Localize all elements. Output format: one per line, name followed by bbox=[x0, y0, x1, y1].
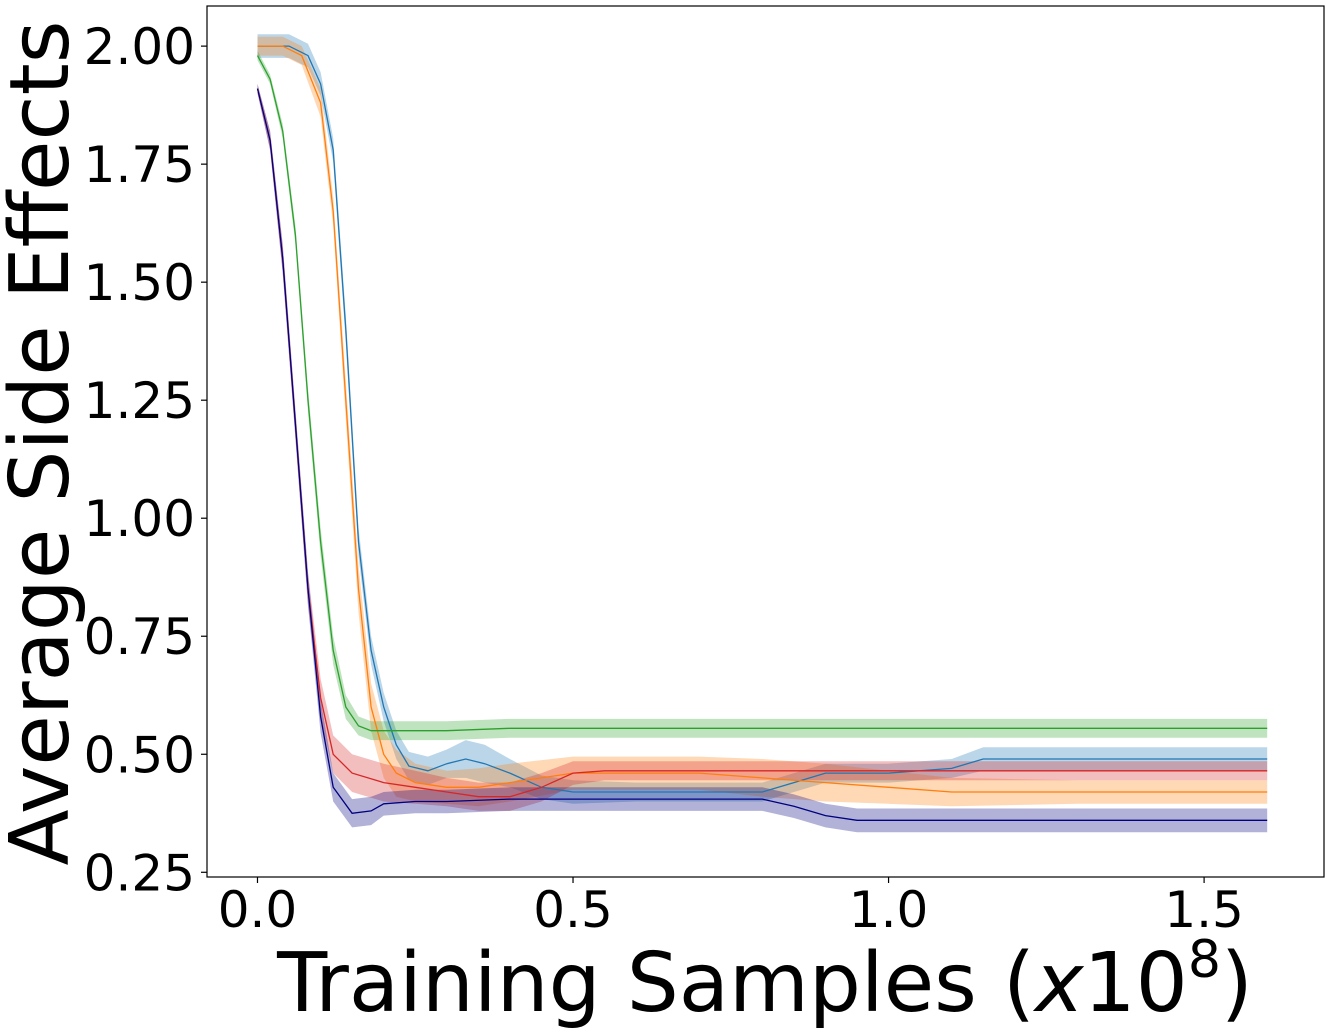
series-5-line bbox=[256, 88, 1268, 821]
y-tick-label: 0.25 bbox=[84, 844, 195, 902]
x-tick-label: 0.5 bbox=[533, 881, 613, 939]
confidence-bands bbox=[257, 34, 1268, 833]
series-1-band bbox=[257, 34, 1268, 804]
series-2-band bbox=[257, 36, 1268, 807]
x-axis-ticks: 0.0 0.5 1.0 1.5 bbox=[218, 877, 1244, 939]
series-2-line bbox=[257, 45, 1268, 793]
series-4-line bbox=[256, 88, 1268, 798]
series-lines bbox=[256, 45, 1268, 821]
plot-frame bbox=[206, 5, 1325, 878]
y-tick-label: 1.50 bbox=[84, 254, 195, 312]
series-4-band bbox=[257, 83, 1268, 811]
series-3-line bbox=[256, 55, 1268, 732]
x-tick-label: 1.5 bbox=[1164, 881, 1244, 939]
y-axis-ticks: 0.25 0.50 0.75 1.00 1.25 1.50 1.75 2.00 bbox=[84, 18, 207, 902]
y-tick-label: 1.75 bbox=[84, 136, 195, 194]
x-axis-title: Training Samples (x108) bbox=[276, 930, 1253, 1031]
y-tick-label: 1.00 bbox=[84, 490, 195, 548]
y-tick-label: 2.00 bbox=[84, 18, 195, 76]
y-axis-title: Average Side Effects bbox=[0, 21, 88, 866]
y-tick-label: 0.75 bbox=[84, 608, 195, 666]
series-3-band bbox=[257, 50, 1268, 741]
y-tick-label: 0.50 bbox=[84, 726, 195, 784]
x-tick-label: 1.0 bbox=[849, 881, 929, 939]
y-tick-label: 1.25 bbox=[84, 372, 195, 430]
series-1-line bbox=[257, 45, 1268, 793]
x-tick-label: 0.0 bbox=[218, 881, 298, 939]
